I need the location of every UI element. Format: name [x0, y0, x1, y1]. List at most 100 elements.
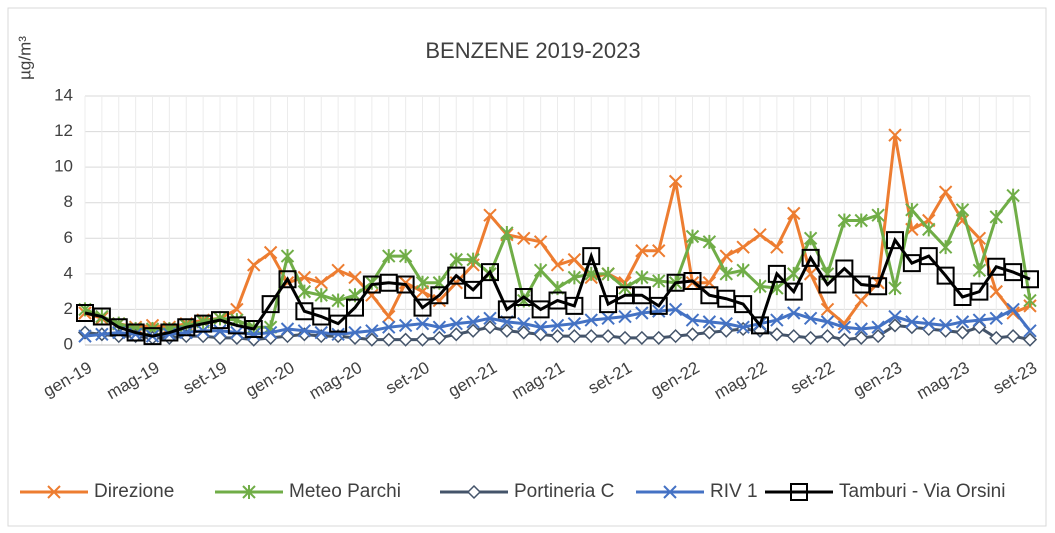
- marker: [905, 315, 919, 329]
- marker: [767, 264, 786, 283]
- x-tick-label: mag-19: [103, 358, 162, 403]
- marker: [854, 213, 868, 228]
- marker: [95, 327, 109, 342]
- marker: [213, 324, 227, 338]
- marker: [953, 287, 972, 306]
- marker: [820, 329, 835, 344]
- x-tick-label: gen-21: [445, 358, 500, 401]
- marker: [905, 202, 919, 217]
- marker: [734, 295, 753, 314]
- marker: [516, 325, 531, 340]
- marker: [786, 329, 801, 344]
- marker: [972, 263, 987, 278]
- marker: [1023, 293, 1037, 308]
- marker: [280, 322, 295, 336]
- marker: [499, 323, 514, 338]
- marker: [989, 330, 1004, 345]
- marker: [871, 329, 886, 344]
- marker: [635, 270, 649, 285]
- marker: [415, 332, 430, 347]
- marker: [871, 208, 885, 223]
- marker: [803, 267, 818, 281]
- marker: [902, 254, 921, 273]
- marker: [803, 231, 818, 246]
- marker: [702, 325, 717, 340]
- marker: [887, 318, 903, 333]
- legend-marker: [242, 485, 256, 499]
- marker: [247, 327, 261, 342]
- y-axis-label: µg/m³: [15, 36, 34, 80]
- marker: [634, 330, 649, 345]
- marker: [972, 231, 987, 245]
- marker: [1006, 302, 1020, 317]
- marker: [652, 304, 666, 318]
- marker: [244, 319, 263, 338]
- marker: [483, 311, 497, 326]
- marker: [651, 330, 666, 345]
- legend-label: Portineria C: [514, 481, 614, 502]
- marker: [348, 270, 362, 285]
- marker: [567, 270, 582, 285]
- marker: [550, 258, 565, 272]
- marker: [871, 320, 885, 334]
- x-tick-label: mag-21: [508, 358, 567, 403]
- marker: [365, 324, 379, 338]
- marker: [770, 313, 784, 327]
- marker: [652, 244, 666, 258]
- marker: [818, 275, 837, 294]
- marker: [938, 318, 953, 333]
- marker: [787, 266, 801, 281]
- marker: [449, 327, 464, 342]
- marker: [736, 321, 751, 337]
- marker: [668, 174, 683, 189]
- marker: [888, 281, 902, 296]
- marker: [936, 266, 955, 285]
- marker: [753, 279, 767, 294]
- marker: [331, 327, 345, 342]
- marker: [177, 318, 196, 337]
- marker: [1021, 270, 1039, 289]
- marker: [1023, 324, 1037, 338]
- legend-label: Tamburi - Via Orsini: [839, 481, 1005, 502]
- marker: [601, 266, 615, 281]
- marker: [413, 298, 432, 317]
- marker: [989, 311, 1003, 326]
- x-tick-label: gen-19: [40, 358, 95, 401]
- marker: [481, 263, 499, 282]
- legend-label: RIV 1: [710, 481, 758, 502]
- marker: [989, 209, 1003, 224]
- marker: [668, 329, 683, 344]
- marker: [803, 311, 818, 326]
- marker: [398, 276, 413, 290]
- y-tick-label: 6: [64, 228, 73, 247]
- y-tick-label: 14: [54, 85, 73, 104]
- marker: [736, 263, 750, 278]
- marker: [449, 252, 463, 267]
- marker: [582, 247, 601, 266]
- chart-border: [7, 7, 1047, 527]
- marker: [685, 229, 700, 244]
- marker: [466, 315, 480, 329]
- marker: [432, 330, 447, 345]
- legend-marker: [790, 483, 808, 501]
- marker: [955, 202, 970, 217]
- x-tick-label: mag-22: [711, 358, 770, 403]
- marker: [922, 316, 936, 331]
- y-tick-label: 0: [64, 334, 73, 353]
- marker: [517, 231, 531, 245]
- marker: [618, 309, 632, 324]
- marker: [533, 320, 548, 334]
- marker: [381, 332, 396, 347]
- marker: [1022, 332, 1038, 347]
- y-tick-label: 4: [64, 263, 73, 282]
- legend-marker: [466, 484, 482, 500]
- marker: [854, 330, 869, 345]
- marker: [464, 280, 483, 299]
- y-tick-label: 12: [54, 121, 73, 140]
- marker: [567, 329, 582, 344]
- marker: [617, 330, 633, 345]
- marker: [972, 313, 987, 327]
- x-tick-label: gen-20: [242, 358, 297, 401]
- marker: [922, 222, 936, 237]
- marker: [787, 206, 801, 221]
